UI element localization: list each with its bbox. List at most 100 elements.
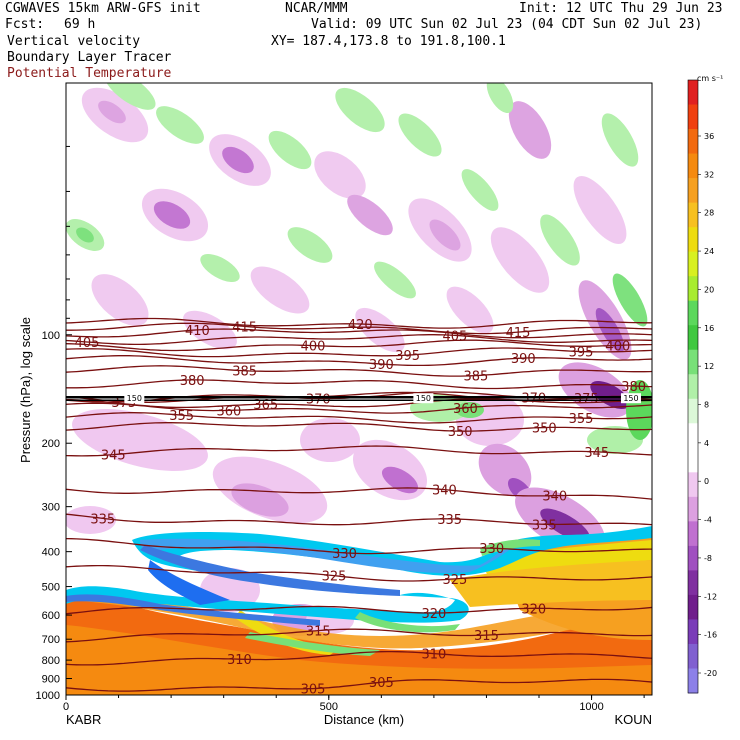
right-station-label: KOUN xyxy=(614,712,652,727)
theta-label: 320 xyxy=(421,607,446,622)
valid-time: Valid: 09 UTC Sun 02 Jul 23 (04 CDT Sun … xyxy=(311,17,703,32)
colorbar-swatch xyxy=(688,594,698,620)
colorbar-label: 8 xyxy=(704,401,709,410)
colorbar-label: -8 xyxy=(704,554,712,563)
theta-contour-310 xyxy=(66,650,652,666)
x-axis: 0 500 1000 xyxy=(63,695,645,713)
theta-contour-315 xyxy=(66,628,652,643)
y-tick-label: 700 xyxy=(42,634,60,646)
vertical-velocity-field xyxy=(66,83,652,695)
theta-label: 340 xyxy=(432,484,457,499)
theta-label: 355 xyxy=(169,409,194,424)
tropopause-label: 150 xyxy=(127,394,142,403)
theta-contour-360 xyxy=(66,402,652,414)
colorbar-label: 4 xyxy=(704,439,709,448)
colorbar-swatch xyxy=(688,668,698,694)
theta-label: 315 xyxy=(474,629,499,644)
center-label: NCAR/MMM xyxy=(285,1,348,16)
theta-label: 415 xyxy=(506,326,531,341)
theta-contour-320 xyxy=(66,605,652,615)
y-tick-label: 600 xyxy=(42,610,60,622)
y-tick-label: 300 xyxy=(42,502,60,514)
theta-label: 365 xyxy=(253,398,278,413)
init-time: Init: 12 UTC Thu 29 Jun 23 xyxy=(519,1,723,16)
theta-label: 315 xyxy=(306,625,331,640)
colorbar-swatch xyxy=(688,202,698,228)
theta-contour-355 xyxy=(66,412,652,424)
colorbar-label: 12 xyxy=(704,362,714,371)
theta-contour-400 xyxy=(66,339,652,352)
theta-contour-labels: 305 305 310 310 315 315 320 320 325 325 330 330 335 3… xyxy=(75,318,646,698)
forecast-hour: 69 h xyxy=(64,17,96,32)
theta-label: 340 xyxy=(542,490,567,505)
colorbar-label: 0 xyxy=(704,477,709,486)
colorbar-swatch xyxy=(688,545,698,571)
colorbar-swatch xyxy=(688,521,698,547)
colorbar-label: -20 xyxy=(704,669,717,678)
x-tick-label: 500 xyxy=(320,701,338,713)
colorbar-swatch xyxy=(688,325,698,351)
theta-label: 330 xyxy=(479,542,504,557)
theta-contour-330 xyxy=(66,537,652,555)
x-axis-label: Distance (km) xyxy=(324,712,404,727)
theta-contour-365 xyxy=(66,398,652,409)
colorbar-swatch xyxy=(688,423,698,449)
theta-contour-405 xyxy=(66,334,652,346)
theta-label: 380 xyxy=(180,374,205,389)
theta-contours xyxy=(66,317,652,692)
theta-label: 330 xyxy=(332,547,357,562)
theta-label: 355 xyxy=(569,412,594,427)
colorbar-swatch xyxy=(688,80,698,106)
colorbar-label: 16 xyxy=(704,324,714,333)
theta-label: 310 xyxy=(227,653,252,668)
colorbar-swatch xyxy=(688,643,698,669)
colorbar-swatch xyxy=(688,251,698,277)
colorbar-label: 24 xyxy=(704,247,714,256)
theta-label: 350 xyxy=(448,425,473,440)
theta-label: 385 xyxy=(464,370,489,385)
tropopause-label: 150 xyxy=(416,394,431,403)
colorbar-swatch xyxy=(688,472,698,498)
forecast-label: Fcst: xyxy=(5,17,45,32)
y-tick-label: 500 xyxy=(42,582,60,594)
theta-label: 325 xyxy=(322,570,347,585)
y-tick-label: 900 xyxy=(42,674,60,686)
theta-label: 395 xyxy=(395,349,420,364)
y-tick-label: 1000 xyxy=(36,690,60,702)
tropopause-label-bg xyxy=(124,393,145,404)
field-boundary-layer-tracer: Boundary Layer Tracer xyxy=(7,50,172,65)
theta-label: 420 xyxy=(348,318,373,333)
theta-contour-420 xyxy=(66,317,652,329)
theta-contour-350 xyxy=(66,422,652,432)
theta-contour-415 xyxy=(66,322,652,335)
theta-contour-345 xyxy=(66,445,652,457)
colorbar-label: -12 xyxy=(704,592,717,601)
field-potential-temperature: Potential Temperature xyxy=(7,66,172,81)
y-axis-label: Pressure (hPa), log scale xyxy=(18,317,33,463)
cross-section-endpoints: XY= 187.4,173.8 to 191.8,100.1 xyxy=(271,34,506,49)
colorbar-swatch xyxy=(688,496,698,522)
colorbar-swatch xyxy=(688,398,698,424)
theta-contour-380 xyxy=(66,379,652,390)
colorbar-swatch xyxy=(688,129,698,155)
colorbar-frame xyxy=(687,79,699,694)
theta-label: 325 xyxy=(443,573,468,588)
theta-contour-375 xyxy=(66,391,652,403)
colorbar-label: 20 xyxy=(704,285,714,294)
theta-label: 405 xyxy=(75,336,100,351)
theta-label: 335 xyxy=(437,513,462,528)
theta-contour-340 xyxy=(66,487,652,500)
colorbar: 36 32 28 24 20 16 12 8 4 0 -4 -8 -12 -16 -20 xyxy=(687,79,717,694)
field-vertical-velocity: Vertical velocity xyxy=(7,34,141,49)
theta-label: 400 xyxy=(605,339,630,354)
colorbar-swatch xyxy=(688,178,698,204)
theta-contour-395 xyxy=(66,347,652,358)
colorbar-swatch xyxy=(688,447,698,473)
theta-label: 370 xyxy=(521,392,546,407)
theta-label: 385 xyxy=(232,365,257,380)
theta-label: 310 xyxy=(421,648,446,663)
tropopause: 150 150 150 xyxy=(66,393,652,404)
colorbar-swatch xyxy=(688,619,698,645)
theta-label: 380 xyxy=(621,380,646,395)
